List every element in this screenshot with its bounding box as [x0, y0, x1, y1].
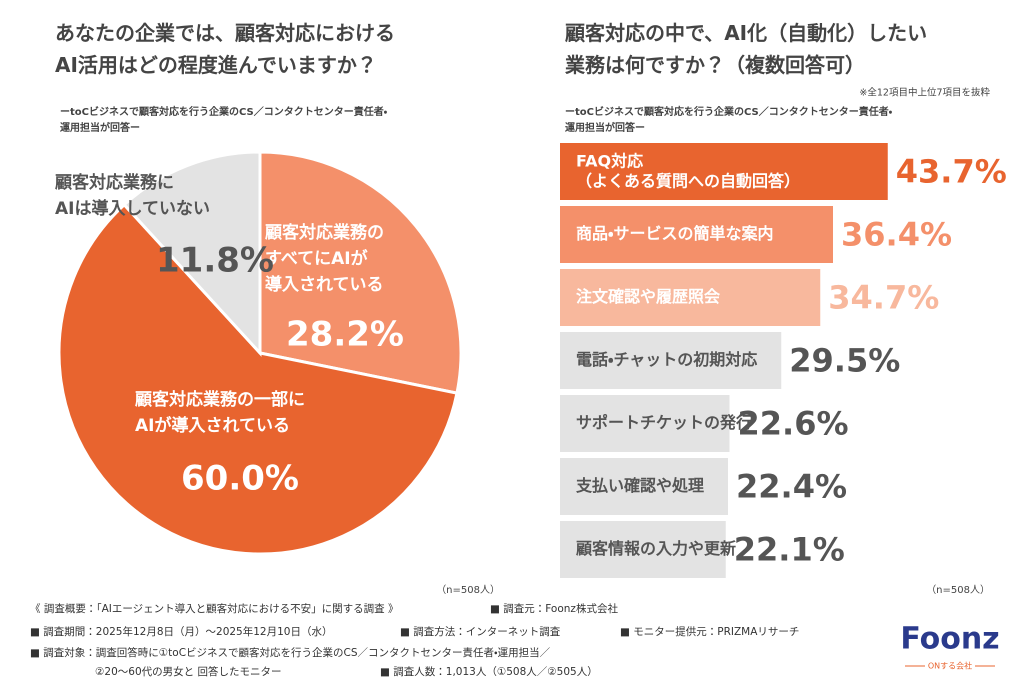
slice-label: 顧客対応業務に AIは導入していない [55, 172, 210, 219]
footer-item: ■ 調査期間：2025年12月8日（月）〜2025年12月10日（水） [30, 626, 333, 638]
bar-label: 電話・チャットの初期対応 [576, 350, 757, 369]
bar-label: 支払い確認や処理 [576, 476, 704, 495]
pie-slice [258, 150, 463, 395]
left-note: （n=508人） [436, 584, 500, 596]
footer-item: ■ モニター提供元：PRIZMAリサーチ [620, 626, 800, 638]
left-subtitle: ーtoCビジネスで顧客対応を行う企業のCS／コンタクトセンター責任者・運用担当が… [60, 105, 388, 134]
bar-label: 商品・サービスの簡単な案内 [576, 224, 773, 243]
slice-label: 顧客対応業務のすべてにAIが導入されている [265, 222, 384, 295]
footer-item: ■ 調査方法：インターネット調査 [400, 626, 561, 638]
bar-value: 22.6% [738, 405, 849, 443]
pie-slice [57, 202, 459, 556]
right-subtitle: ーtoCビジネスで顧客対応を行う企業のCS／コンタクトセンター責任者・運用担当が… [565, 105, 893, 134]
bar-label: サポートチケットの発行 [576, 413, 752, 432]
left-title: あなたの企業では、顧客対応における AI活用はどの程度進んでいますか？ [55, 21, 395, 77]
slice-value: 11.8% [156, 241, 274, 281]
pie-slice [122, 150, 262, 357]
bar [560, 458, 728, 515]
footer-heading: 《 調査概要：「AIエージェント導入と顧客対応における不安」に関する調査 》 [30, 603, 399, 615]
bar [560, 143, 888, 200]
bar-label: FAQ対応（よくある質問への自動回答） [576, 151, 800, 190]
bar-value: 29.5% [789, 342, 900, 380]
bar [560, 269, 821, 326]
bar-label: 注文確認や履歴照会 [576, 287, 721, 306]
slice-value: 60.0% [181, 459, 299, 499]
bar-value: 36.4% [841, 216, 952, 254]
right-title: 顧客対応の中で、AI化（自動化）したい業務は何ですか？（複数回答可） [564, 21, 927, 77]
bar [560, 332, 782, 389]
footer-item: ■ 調査対象：調査回答時に①toCビジネスで顧客対応を行う企業のCS／コンタクト… [30, 647, 551, 659]
bar-value: 43.7% [896, 153, 1007, 191]
bar-label: 顧客情報の入力や更新 [576, 539, 736, 558]
footer-item: ②20〜60代の男女と 回答したモニター [95, 666, 282, 678]
bar-value: 22.4% [736, 468, 847, 506]
bar-value: 22.1% [734, 531, 845, 569]
footer-item: ■ 調査元：Foonz株式会社 [490, 603, 618, 615]
footer-item: ■ 調査人数：1,013人（①508人／②505人） [380, 666, 598, 678]
slice-label: 顧客対応業務の一部に AIが導入されている [135, 389, 305, 436]
right-note: （n=508人） [926, 584, 990, 596]
logo: Foonz [900, 622, 999, 657]
bar [560, 206, 833, 263]
bar [560, 521, 726, 578]
bar [560, 395, 730, 452]
slice-value: 28.2% [286, 315, 404, 355]
logo-tagline: ONする会社 [928, 661, 972, 671]
right-annotation: ※全12項目中上位7項目を抜粋 [859, 87, 990, 99]
bar-value: 34.7% [828, 279, 939, 317]
